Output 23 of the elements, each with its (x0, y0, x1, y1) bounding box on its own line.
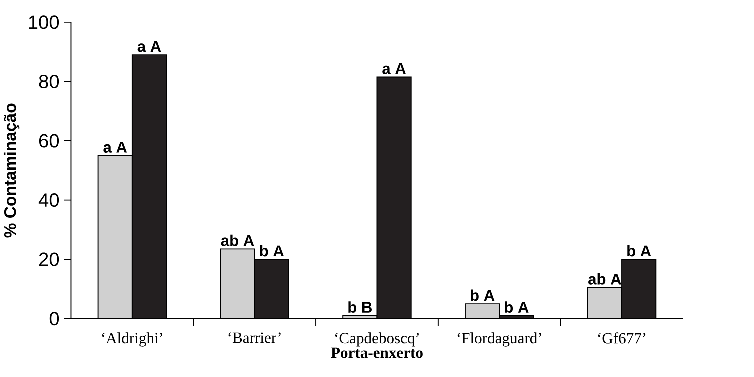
x-tick-label: ‘Capdeboscq’ (335, 332, 419, 347)
x-tick-label: ‘Barrier’ (228, 332, 281, 344)
data-label: b A (260, 245, 284, 257)
x-tick-label: ‘Aldrighi’ (102, 332, 162, 347)
data-label: a A (382, 63, 406, 74)
y-tick-label: 20 (39, 252, 60, 266)
y-tick-label: 0 (50, 312, 60, 326)
x-axis-title: Porta-enxerto (331, 348, 423, 358)
y-tick-label: 60 (39, 134, 60, 148)
data-label: b A (505, 301, 529, 313)
y-tick-label: 100 (29, 16, 60, 30)
data-label: a A (138, 41, 162, 52)
data-label: a A (104, 142, 128, 153)
data-label: b A (471, 290, 495, 302)
data-label: ab A (221, 234, 254, 246)
x-tick-label: ‘Gf677’ (598, 332, 646, 344)
data-label: b B (348, 301, 372, 313)
data-label: ab A (588, 273, 622, 285)
y-tick-label: 40 (38, 193, 60, 207)
x-tick-label: ‘Flordaguard’ (458, 332, 542, 347)
data-label: b A (628, 245, 652, 257)
y-axis-title: % Contaminação (4, 104, 20, 238)
y-tick-label: 80 (39, 74, 60, 88)
